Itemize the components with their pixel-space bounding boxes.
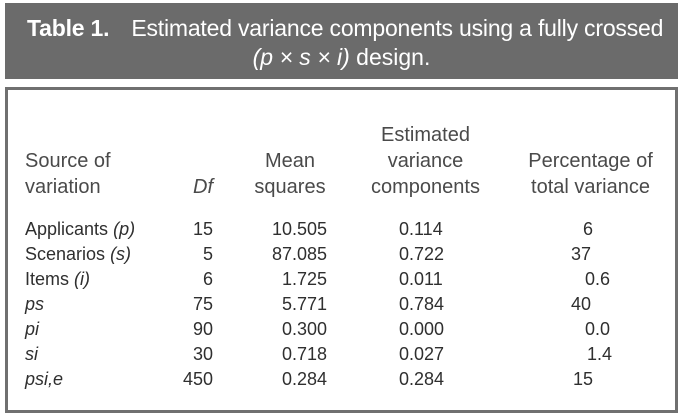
row-df: 6 bbox=[202, 269, 213, 289]
row-evc: 0.011 bbox=[399, 269, 443, 289]
design-formula: (p × s × i) bbox=[252, 44, 350, 70]
row-percentage: 37 bbox=[571, 244, 592, 264]
table-row: Items (i) 6 1.725 0.011 0.6 bbox=[8, 267, 675, 292]
header-source: Source of variation bbox=[25, 148, 175, 200]
header-ms-line1: Mean bbox=[264, 150, 316, 172]
header-source-line1: Source of bbox=[25, 150, 111, 172]
row-percentage: 0.0 bbox=[585, 319, 611, 339]
row-df: 30 bbox=[192, 344, 213, 364]
table-row: si 30 0.718 0.027 1.4 bbox=[8, 342, 675, 367]
table-row: psi,e 450 0.284 0.284 15 bbox=[8, 367, 675, 392]
header-percentage: Percentage of total variance bbox=[513, 148, 668, 200]
row-source: Items (i) bbox=[25, 269, 91, 289]
caption-line-2: (p × s × i) design. bbox=[5, 44, 678, 71]
row-percentage: 40 bbox=[571, 294, 592, 314]
header-df-label: Df bbox=[193, 176, 213, 198]
header-pct-line1: Percentage of bbox=[528, 150, 653, 172]
caption-line-1: Table 1. Estimated variance components us… bbox=[27, 15, 663, 42]
row-evc: 0.722 bbox=[399, 244, 445, 264]
table-row: ps 75 5.771 0.784 40 bbox=[8, 292, 675, 317]
row-source: pi bbox=[25, 319, 40, 339]
header-ms-line2: squares bbox=[254, 176, 326, 198]
caption-title: Estimated variance components using a fu… bbox=[131, 15, 664, 41]
row-percentage: 6 bbox=[583, 219, 594, 239]
row-mean-squares: 10.505 bbox=[271, 219, 327, 239]
row-df: 5 bbox=[202, 244, 213, 264]
row-mean-squares: 0.284 bbox=[281, 369, 327, 389]
header-df: Df bbox=[158, 174, 213, 200]
design-suffix: design. bbox=[349, 44, 431, 70]
header-source-line2: variation bbox=[25, 176, 101, 198]
row-mean-squares: 0.718 bbox=[281, 344, 327, 364]
header-pct-line2: total variance bbox=[531, 176, 650, 198]
row-evc: 0.027 bbox=[399, 344, 445, 364]
row-mean-squares: 5.771 bbox=[281, 294, 327, 314]
table-label: Table 1. bbox=[27, 15, 110, 41]
header-mean-squares: Mean squares bbox=[240, 148, 340, 200]
header-evc-line3: components bbox=[371, 176, 480, 198]
row-evc: 0.284 bbox=[399, 369, 445, 389]
table-row: Scenarios (s) 5 87.085 0.722 37 bbox=[8, 242, 675, 267]
header-evc-line1: Estimated bbox=[381, 124, 470, 146]
row-source: Applicants (p) bbox=[25, 219, 136, 239]
row-evc: 0.114 bbox=[399, 219, 443, 239]
row-evc: 0.784 bbox=[399, 294, 445, 314]
row-df: 90 bbox=[192, 319, 213, 339]
row-mean-squares: 0.300 bbox=[281, 319, 327, 339]
row-source: Scenarios (s) bbox=[25, 244, 132, 264]
table-caption: Table 1. Estimated variance components us… bbox=[5, 3, 678, 79]
header-estimated-variance: Estimated variance components bbox=[353, 122, 498, 200]
row-df: 15 bbox=[192, 219, 213, 239]
table-row: pi 90 0.300 0.000 0.0 bbox=[8, 317, 675, 342]
row-df: 75 bbox=[192, 294, 213, 314]
row-df: 450 bbox=[182, 369, 213, 389]
row-evc: 0.000 bbox=[399, 319, 445, 339]
row-source: si bbox=[25, 344, 38, 364]
table-row: Applicants (p) 15 10.505 0.114 6 bbox=[8, 217, 675, 242]
row-source: psi,e bbox=[25, 369, 64, 389]
row-mean-squares: 87.085 bbox=[271, 244, 327, 264]
variance-table: Source of variation Df Mean squares Esti… bbox=[5, 87, 678, 413]
row-percentage: 15 bbox=[573, 369, 594, 389]
row-percentage: 0.6 bbox=[585, 269, 611, 289]
row-mean-squares: 1.725 bbox=[281, 269, 327, 289]
row-source: ps bbox=[25, 294, 45, 314]
row-percentage: 1.4 bbox=[587, 344, 613, 364]
header-evc-line2: variance bbox=[387, 150, 464, 172]
